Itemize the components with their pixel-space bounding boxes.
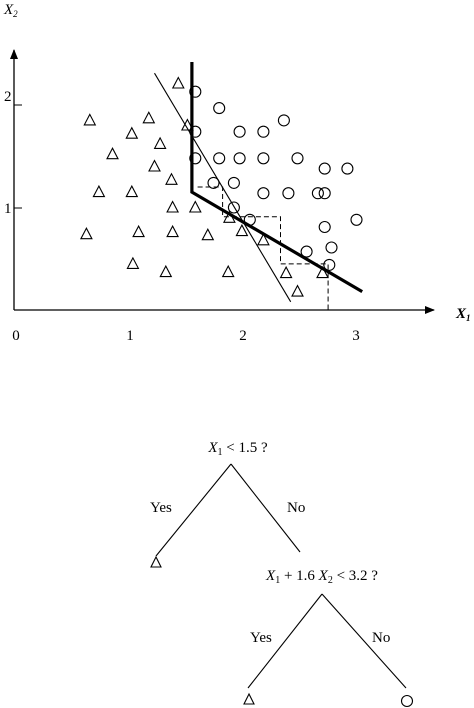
triangle-point-21 <box>235 223 249 237</box>
x-tick-label-1: 1 <box>126 328 134 344</box>
circle-point-10 <box>257 125 270 138</box>
y-axis-label: X2 <box>3 2 18 19</box>
second-no-leaf-circle-icon <box>400 694 414 708</box>
circle-point-7 <box>233 152 246 165</box>
circle-point-6 <box>233 125 246 138</box>
root-yes-leaf-triangle-icon <box>150 555 162 568</box>
second-yes-branch <box>247 593 323 689</box>
staircase-boundary <box>197 186 329 310</box>
triangle-point-1 <box>83 113 97 126</box>
root-yes-branch <box>155 463 232 557</box>
circle-point-25 <box>323 258 336 271</box>
triangle-point-10 <box>153 136 167 149</box>
root-split-label: X1 < 1.5 ? <box>207 440 268 458</box>
triangle-point-12 <box>165 172 178 185</box>
root-no-branch <box>230 463 301 553</box>
circle-point-8 <box>227 176 240 189</box>
circle-point-2 <box>189 125 202 138</box>
circle-point-18 <box>341 162 354 175</box>
y-tick-label-1: 1 <box>4 201 12 217</box>
x-tick-label-2: 2 <box>239 328 247 344</box>
tree-decision-boundary <box>190 62 364 293</box>
root-yes-label: Yes <box>150 500 172 516</box>
circle-point-4 <box>207 176 220 189</box>
triangle-point-19 <box>221 264 235 278</box>
circle-point-21 <box>350 213 363 226</box>
triangle-point-14 <box>166 200 180 213</box>
triangle-point-8 <box>142 111 156 124</box>
circle-point-23 <box>300 245 313 258</box>
circle-point-14 <box>291 152 304 165</box>
triangle-point-17 <box>188 200 202 213</box>
x-tick-label-0: 0 <box>12 328 20 344</box>
circle-point-13 <box>277 114 290 127</box>
circle-point-17 <box>318 162 331 175</box>
triangle-point-11 <box>159 264 173 278</box>
triangle-point-22 <box>256 233 270 246</box>
circle-point-11 <box>257 152 270 165</box>
second-yes-leaf-triangle-icon <box>243 692 255 705</box>
circle-point-9 <box>227 201 240 214</box>
triangle-point-25 <box>316 265 329 279</box>
root-no-label: No <box>287 500 305 516</box>
circle-point-0 <box>189 85 202 98</box>
circle-point-19 <box>318 187 331 200</box>
triangle-point-3 <box>106 147 119 160</box>
circle-point-16 <box>311 187 324 200</box>
triangle-point-23 <box>279 265 293 279</box>
triangle-point-15 <box>171 76 185 89</box>
decision-tree: X1 < 1.5 ? Yes No X1 + 1.6 X2 < 3.2 ? Ye… <box>150 440 414 708</box>
triangle-point-24 <box>291 284 304 297</box>
x-tick-label-3: 3 <box>352 328 360 344</box>
circle-point-15 <box>282 187 295 200</box>
x-axis-label: X1 <box>455 306 471 323</box>
circle-point-24 <box>325 241 338 254</box>
circle-point-1 <box>213 102 226 115</box>
triangle-point-7 <box>132 224 146 238</box>
triangle-point-18 <box>201 228 215 241</box>
second-split-label: X1 + 1.6 X2 < 3.2 ? <box>265 568 378 586</box>
triangle-point-13 <box>166 224 180 238</box>
y-tick-label-2: 2 <box>4 89 12 105</box>
second-yes-label: Yes <box>250 630 272 646</box>
triangle-point-5 <box>125 184 139 198</box>
second-no-branch <box>321 593 407 689</box>
triangle-point-4 <box>125 126 139 139</box>
circle-point-12 <box>257 187 270 200</box>
triangle-point-6 <box>126 256 140 269</box>
triangle-point-0 <box>79 227 93 240</box>
triangle-point-16 <box>180 118 194 131</box>
circle-point-3 <box>189 152 202 165</box>
circle-point-5 <box>213 152 226 165</box>
circle-point-22 <box>243 213 256 226</box>
second-no-label: No <box>372 630 390 646</box>
triangle-point-9 <box>148 159 161 172</box>
triangle-point-2 <box>92 184 106 198</box>
triangle-point-20 <box>222 210 236 223</box>
data-points <box>79 76 363 297</box>
scatter-plot: X2 X1 0 1 2 3 1 2 <box>3 2 471 344</box>
circle-point-20 <box>318 220 331 234</box>
